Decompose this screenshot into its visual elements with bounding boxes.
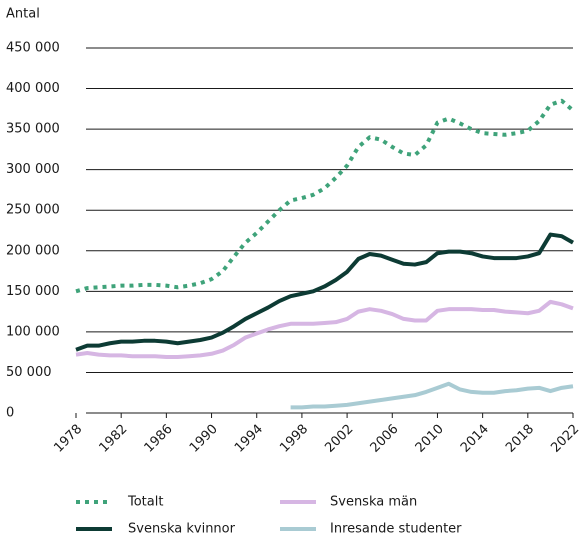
series-line	[75, 299, 574, 360]
x-tick-label: 1994	[232, 422, 266, 456]
y-tick-label: 50 000	[6, 365, 52, 380]
x-tick-label: 2022	[548, 422, 579, 456]
y-tick-label: 250 000	[6, 203, 60, 218]
legend-label: Svenska kvinnor	[128, 522, 236, 537]
y-tick-label: 100 000	[6, 324, 60, 339]
series-line	[75, 98, 575, 294]
x-tick-label: 1990	[187, 422, 221, 456]
y-tick-label: 400 000	[6, 81, 60, 96]
x-tick-label: 2018	[503, 422, 537, 456]
legend-label: Inresande studenter	[330, 522, 462, 537]
series-line	[290, 381, 574, 410]
y-tick-label: 300 000	[6, 162, 60, 177]
y-tick-label: 350 000	[6, 122, 60, 137]
y-tick-label: 150 000	[6, 284, 60, 299]
x-tick-label: 2006	[368, 422, 402, 456]
legend-label: Totalt	[127, 495, 163, 510]
x-tick-label: 2014	[458, 422, 492, 456]
series-line	[75, 232, 574, 352]
x-tick-label: 1986	[142, 422, 176, 456]
x-tick-label: 2010	[413, 422, 447, 456]
y-axis-label: Antal	[6, 7, 40, 22]
x-tick-label: 2002	[322, 422, 356, 456]
x-tick-label: 1998	[277, 422, 311, 456]
y-tick-label: 0	[6, 406, 14, 421]
y-tick-label: 450 000	[6, 41, 60, 56]
y-tick-label: 200 000	[6, 243, 60, 258]
legend-label: Svenska män	[330, 495, 417, 510]
x-tick-label: 1978	[51, 422, 85, 456]
x-tick-label: 1982	[96, 422, 130, 456]
